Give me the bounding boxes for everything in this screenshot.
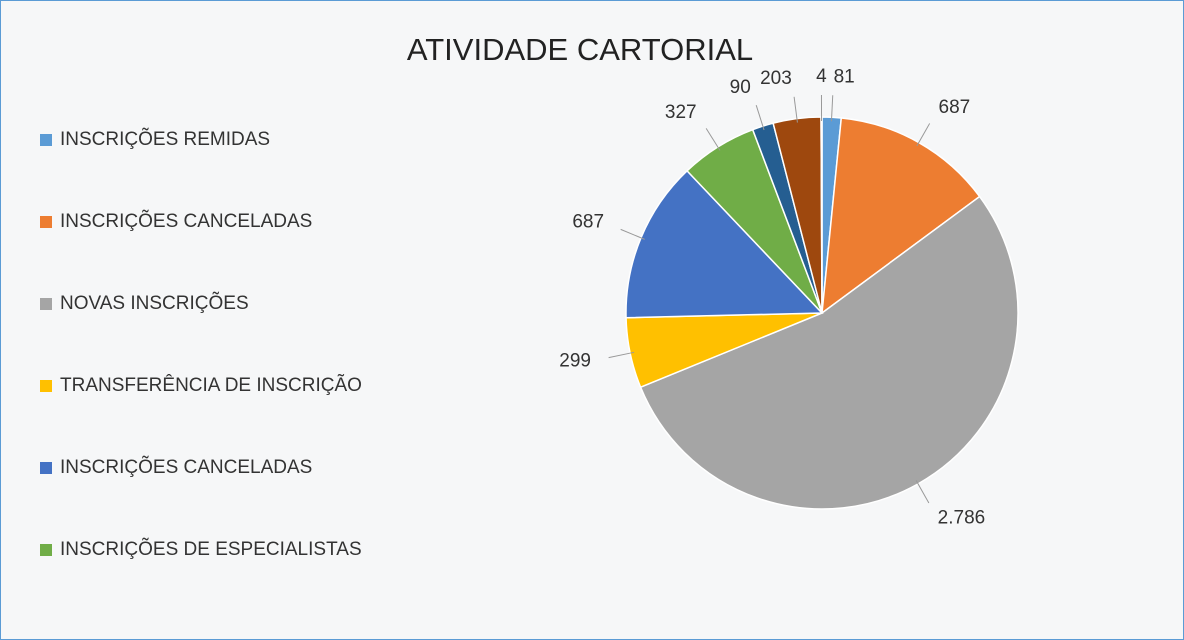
data-label: 687	[939, 97, 971, 118]
data-label: 687	[572, 212, 604, 233]
leader-line	[620, 228, 645, 240]
legend-label: NOVAS INSCRIÇÕES	[60, 292, 249, 314]
leader-line	[916, 123, 931, 147]
data-label: 203	[760, 68, 792, 89]
chart-title: ATIVIDADE CARTORIAL	[407, 32, 753, 67]
pie-slice	[820, 116, 823, 314]
data-label: 327	[665, 102, 697, 123]
leader-line	[915, 480, 930, 504]
legend-swatch	[40, 216, 52, 228]
legend-swatch	[40, 462, 52, 474]
legend-label: TRANSFERÊNCIA DE INSCRIÇÃO	[60, 374, 362, 396]
data-label: 299	[559, 350, 591, 371]
legend-swatch	[40, 544, 52, 556]
leader-line	[755, 105, 765, 131]
leader-line	[830, 95, 834, 122]
leader-line	[608, 351, 635, 359]
data-label: 4	[816, 66, 827, 87]
legend-swatch	[40, 380, 52, 392]
legend-label: INSCRIÇÕES CANCELADAS	[60, 456, 312, 478]
data-label: 81	[834, 66, 855, 87]
data-label: 2.786	[938, 508, 986, 529]
legend-label: INSCRIÇÕES CANCELADAS	[60, 210, 312, 232]
legend-swatch	[40, 134, 52, 146]
leader-line	[793, 96, 798, 123]
legend-label: INSCRIÇÕES DE ESPECIALISTAS	[60, 538, 362, 560]
legend-label: INSCRIÇÕES REMIDAS	[60, 128, 270, 150]
data-label: 90	[730, 77, 751, 98]
leader-line	[705, 128, 721, 151]
legend-swatch	[40, 298, 52, 310]
